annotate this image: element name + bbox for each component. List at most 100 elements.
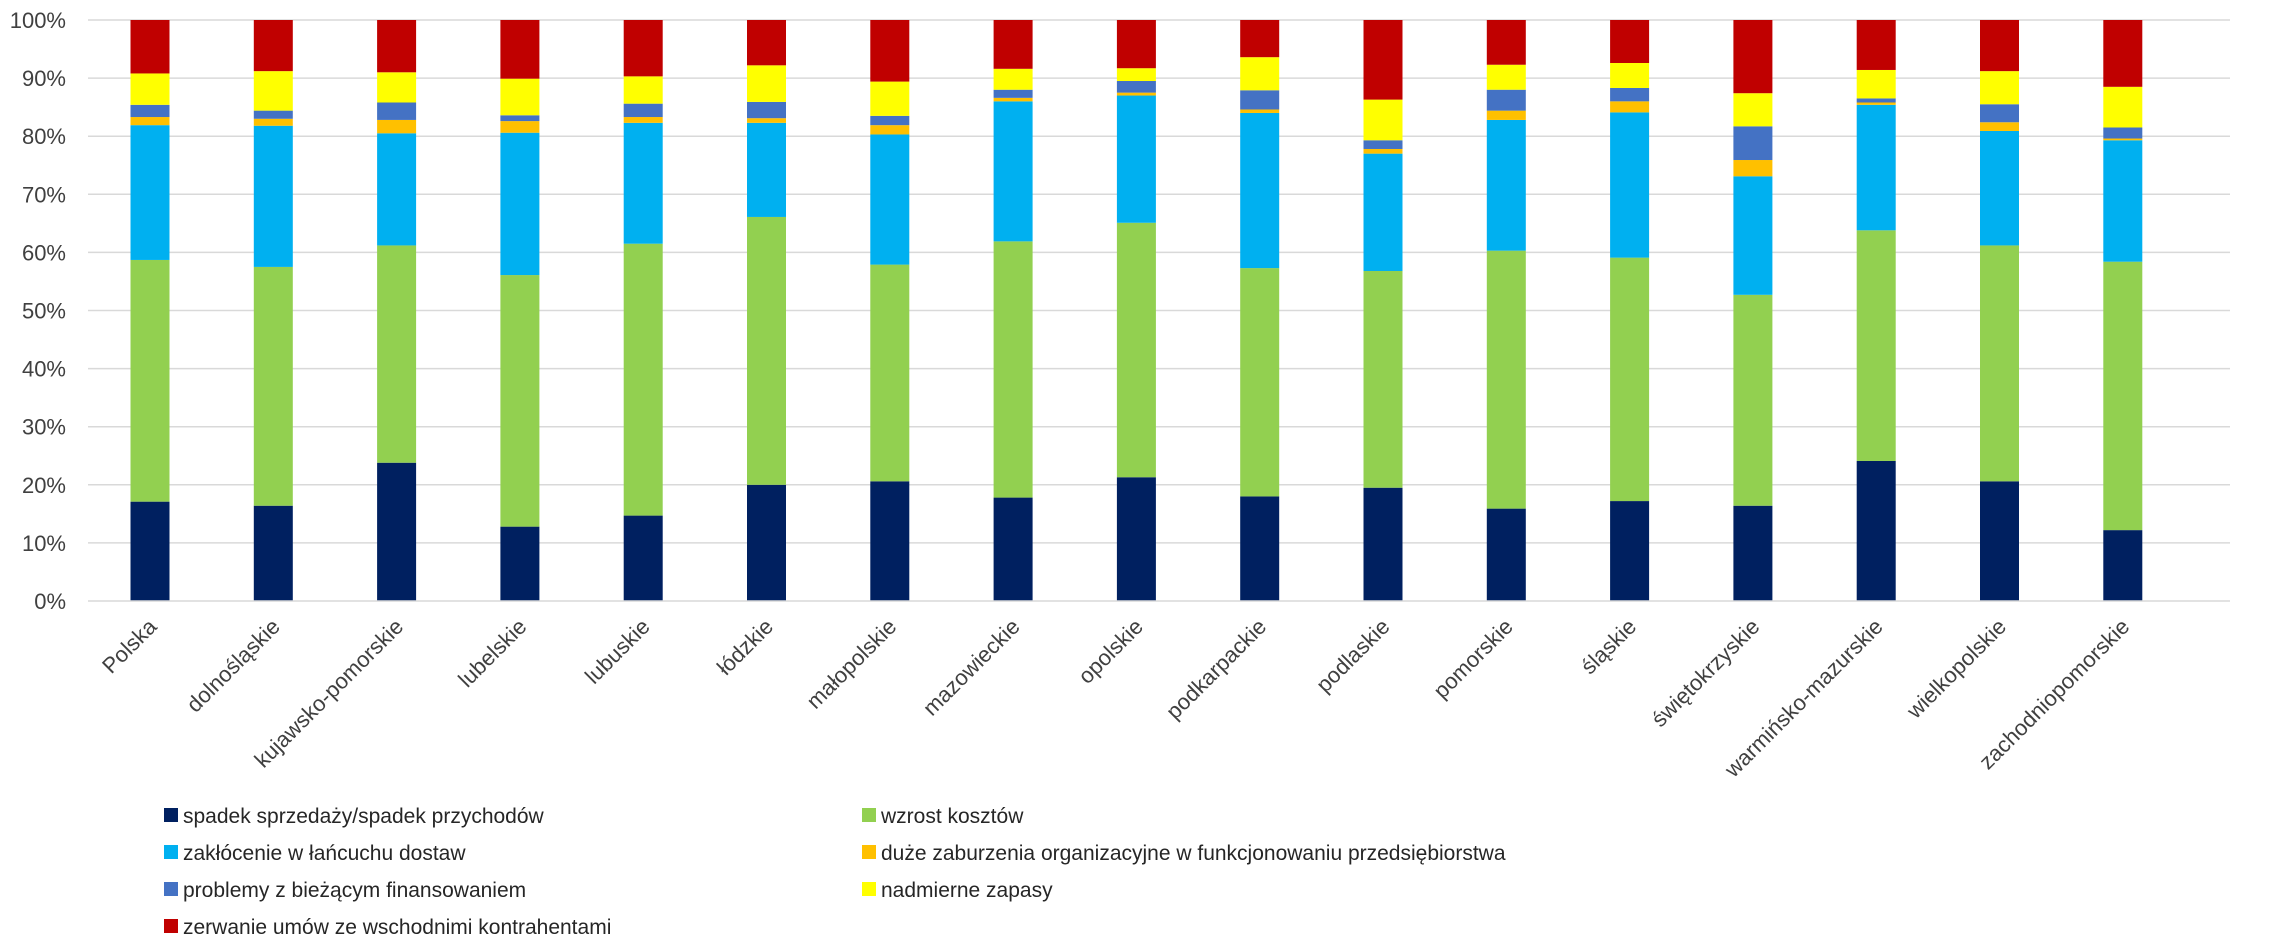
x-tick-label: małopolskie	[802, 614, 902, 714]
bar-stack	[377, 20, 417, 601]
bar-stack	[500, 20, 540, 601]
legend-swatch	[164, 845, 178, 859]
x-tick-label: mazowieckie	[918, 614, 1025, 721]
y-tick-label: 50%	[22, 299, 66, 324]
bar-segment	[623, 103, 663, 118]
bar-segment	[870, 81, 910, 116]
bar-segment	[377, 102, 417, 120]
bar-segment	[1486, 508, 1526, 601]
bar-segment	[1980, 130, 2019, 246]
bar-segment	[1240, 57, 1280, 91]
bar-stack	[993, 20, 1033, 601]
bar-segment	[130, 117, 170, 126]
bar-segment	[253, 20, 293, 72]
bar-segment	[1980, 481, 2019, 601]
bar-segment	[1610, 501, 1650, 601]
bar-segment	[1610, 62, 1650, 88]
bar-segment	[1116, 68, 1156, 82]
bar-stack	[870, 20, 910, 601]
bar-segment	[1733, 160, 1773, 177]
legend-swatch	[862, 845, 876, 859]
bar-segment	[993, 97, 1033, 102]
bar-stack	[253, 20, 293, 601]
x-tick-label: opolskie	[1073, 614, 1148, 689]
legend-label: duże zaburzenia organizacyjne w funkcjon…	[881, 842, 1506, 865]
legend-swatch	[862, 882, 876, 896]
bar-segment	[993, 68, 1033, 90]
bar-segment	[1733, 93, 1773, 127]
bar-segment	[1116, 92, 1156, 96]
bar-segment	[1610, 87, 1650, 102]
bar-segment	[1363, 140, 1403, 149]
bar-segment	[870, 264, 910, 482]
bar-segment	[130, 73, 170, 105]
bar-segment	[1363, 270, 1403, 488]
y-tick-label: 70%	[22, 182, 66, 207]
bar-stack	[1856, 20, 1896, 601]
bar-segment	[253, 110, 293, 119]
bar-segment	[1856, 20, 1896, 70]
bar-segment	[2103, 127, 2143, 139]
bar-stack	[1610, 20, 1650, 601]
bar-stack	[1486, 20, 1526, 601]
bar-segment	[1856, 230, 1896, 461]
bar-segment	[500, 275, 540, 527]
bar-segment	[2103, 530, 2143, 601]
legend-item: zakłócenie w łańcuchu dostaw	[164, 842, 466, 865]
bar-segment	[377, 72, 417, 103]
bar-segment	[1610, 257, 1650, 502]
bar-segment	[500, 20, 540, 79]
bar-segment	[1610, 112, 1650, 258]
bar-stack	[623, 20, 663, 601]
bar-segment	[1240, 109, 1280, 113]
y-axis-tick-labels: 0% 10% 20% 30% 40% 50% 60% 70% 80% 90% 100%	[10, 8, 66, 614]
y-tick-label: 90%	[22, 66, 66, 91]
x-tick-label: dolnośląskie	[182, 614, 285, 717]
legend-item: nadmierne zapasy	[862, 879, 1053, 902]
y-tick-label: 0%	[34, 589, 66, 614]
bar-segment	[377, 133, 417, 246]
bar-segment	[130, 125, 170, 260]
bar-segment	[1486, 119, 1526, 251]
legend-swatch	[164, 808, 178, 822]
legend-label: spadek sprzedaży/spadek przychodów	[183, 805, 545, 828]
bar-segment	[1363, 153, 1403, 271]
bar-segment	[377, 245, 417, 463]
x-tick-label: lubelskie	[453, 614, 531, 692]
bar-segment	[253, 118, 293, 126]
bar-segment	[1240, 20, 1280, 58]
bar-segment	[870, 134, 910, 265]
bar-segment	[1240, 112, 1280, 269]
x-tick-label: Polska	[97, 613, 162, 678]
bar-segment	[1610, 20, 1650, 63]
bar-segment	[1363, 20, 1403, 100]
bar-segment	[1240, 496, 1280, 601]
bar-segment	[500, 115, 540, 122]
bars	[130, 20, 2143, 601]
bar-segment	[623, 20, 663, 77]
bar-segment	[623, 243, 663, 516]
bar-segment	[1610, 101, 1650, 113]
bar-stack	[2103, 20, 2143, 601]
bar-segment	[870, 481, 910, 601]
bar-segment	[1486, 110, 1526, 120]
legend: spadek sprzedaży/spadek przychodów wzrost…	[164, 805, 1506, 939]
bar-segment	[747, 65, 786, 102]
bar-segment	[1980, 245, 2019, 482]
bar-segment	[1856, 98, 1896, 103]
bar-segment	[2103, 138, 2143, 141]
bar-segment	[253, 71, 293, 111]
y-tick-label: 40%	[22, 357, 66, 382]
bar-segment	[500, 526, 540, 601]
bar-segment	[870, 115, 910, 126]
y-tick-label: 10%	[22, 531, 66, 556]
bar-segment	[130, 259, 170, 502]
bar-segment	[1856, 460, 1896, 601]
bar-segment	[377, 119, 417, 134]
legend-swatch	[164, 919, 178, 933]
legend-label: zerwanie umów ze wschodnimi kontrahentam…	[183, 916, 611, 939]
bar-segment	[1363, 487, 1403, 601]
bar-segment	[130, 104, 170, 118]
